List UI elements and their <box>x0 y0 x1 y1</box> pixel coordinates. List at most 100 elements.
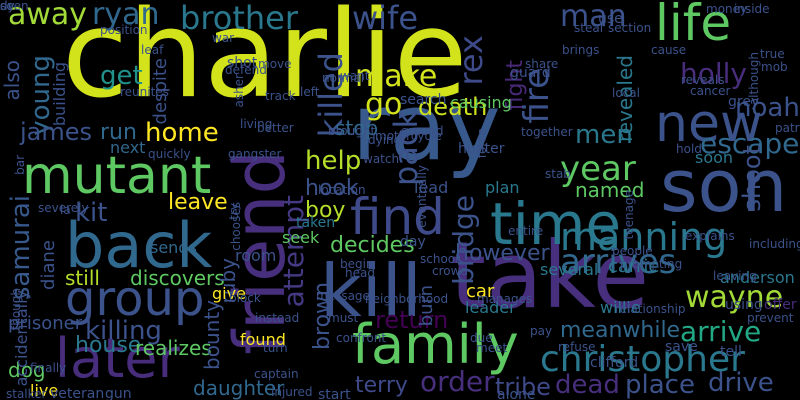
cloud-word: place <box>625 372 695 398</box>
cloud-word: due <box>470 332 493 344</box>
cloud-word: stab <box>545 168 571 180</box>
cloud-word: diane <box>40 240 58 290</box>
cloud-word: order <box>420 368 495 396</box>
cloud-word: offer <box>764 298 797 312</box>
cloud-word: explains <box>685 230 735 242</box>
cloud-word: seen <box>0 0 29 12</box>
cloud-word: eventually <box>416 165 428 228</box>
cloud-word: location <box>318 184 366 196</box>
cloud-word: hold <box>676 143 702 155</box>
cloud-word: inside <box>734 3 770 15</box>
cloud-word: terry <box>355 375 408 397</box>
cloud-word: leaf <box>141 44 163 56</box>
cloud-word: chooses <box>230 202 242 251</box>
cloud-word: gun <box>105 387 132 400</box>
cloud-word: cause <box>651 44 686 56</box>
cloud-word: alone <box>497 388 536 400</box>
cloud-word: however <box>455 243 550 265</box>
cloud-word: save <box>665 340 698 354</box>
cloud-word: better <box>257 122 294 134</box>
cloud-word: building <box>52 62 68 126</box>
cloud-word: dead <box>555 372 620 398</box>
cloud-word: discovers <box>130 268 225 288</box>
cloud-word: section <box>608 22 651 34</box>
cloud-word: head <box>345 267 375 279</box>
cloud-word: patrick <box>775 122 800 134</box>
cloud-word: together <box>521 126 573 138</box>
cloud-word: share <box>525 58 558 70</box>
cloud-word: pay <box>530 325 552 337</box>
cloud-word: day <box>400 235 426 249</box>
cloud-word: rex <box>455 35 487 86</box>
cloud-word: including <box>749 238 800 250</box>
cloud-word: prevent <box>747 312 793 324</box>
cloud-word: steal <box>574 22 603 34</box>
cloud-word: true <box>760 48 785 60</box>
cloud-word: still <box>65 268 100 288</box>
cloud-word: drive <box>708 370 774 396</box>
cloud-word: meanwhile <box>560 320 680 342</box>
cloud-word: la <box>60 204 71 216</box>
cloud-word: causing <box>450 95 512 111</box>
cloud-word: house <box>75 335 141 357</box>
cloud-word: attempt <box>280 195 308 307</box>
cloud-word: want <box>340 70 369 82</box>
cloud-word: local <box>612 87 640 99</box>
cloud-word: brings <box>562 44 599 56</box>
cloud-word: using <box>725 298 763 312</box>
cloud-word: veteran <box>50 387 104 400</box>
cloud-word: leaving <box>713 270 757 282</box>
cloud-word: message <box>316 290 370 302</box>
cloud-word: track <box>265 90 296 102</box>
cloud-word: several <box>540 262 598 278</box>
cloud-word: return <box>375 308 448 332</box>
cloud-word: finally <box>30 362 66 374</box>
cloud-word: teenage <box>623 190 635 239</box>
cloud-word: also <box>2 60 22 100</box>
cloud-word: turn <box>263 342 288 354</box>
cloud-word: left <box>300 86 319 98</box>
cloud-word: brother <box>180 2 298 34</box>
cloud-word: though <box>10 288 22 330</box>
cloud-word: quickly <box>148 148 191 160</box>
cloud-word: start <box>318 388 351 400</box>
cloud-word: neighborhood <box>365 293 448 305</box>
cloud-word: plan <box>485 180 520 196</box>
cloud-word: gangster <box>228 148 281 160</box>
cloud-word: manages <box>477 293 532 305</box>
cloud-word: bar <box>14 155 26 175</box>
cloud-word: block <box>229 292 261 304</box>
cloud-word: taken <box>296 216 335 230</box>
cloud-word: search <box>400 93 447 107</box>
cloud-word: leave <box>168 192 228 214</box>
cloud-word: captain <box>254 368 299 380</box>
cloud-word: mob <box>761 61 788 73</box>
cloud-word: help <box>305 148 361 174</box>
cloud-word: asher <box>233 74 245 108</box>
cloud-word: confront <box>336 332 386 344</box>
cloud-word: wife <box>352 2 418 34</box>
cloud-word: instead <box>255 312 299 324</box>
cloud-word: position <box>100 24 148 36</box>
cloud-word: seek <box>282 230 319 246</box>
cloud-word: ground <box>401 125 443 137</box>
cloud-word: samurai <box>8 195 34 300</box>
cloud-word: sends <box>150 240 197 256</box>
cloud-word: next <box>110 140 145 156</box>
cloud-word: although <box>748 52 760 105</box>
cloud-word: shoot <box>740 145 764 212</box>
cloud-word: cancer <box>690 85 730 97</box>
cloud-word: war <box>212 32 234 44</box>
cloud-word: tell <box>720 345 742 359</box>
cloud-word: must <box>328 312 358 324</box>
cloud-word: injured <box>271 386 313 398</box>
cloud-word: hunter <box>458 142 504 156</box>
cloud-word: reunites <box>120 86 169 98</box>
cloud-word: watch <box>363 153 399 165</box>
cloud-word: entire <box>508 225 543 237</box>
cloud-word: clifford <box>590 356 638 370</box>
cloud-word: relationship <box>615 303 686 315</box>
cloud-word: refuse <box>558 341 596 353</box>
cloud-word: bounty <box>202 300 222 370</box>
